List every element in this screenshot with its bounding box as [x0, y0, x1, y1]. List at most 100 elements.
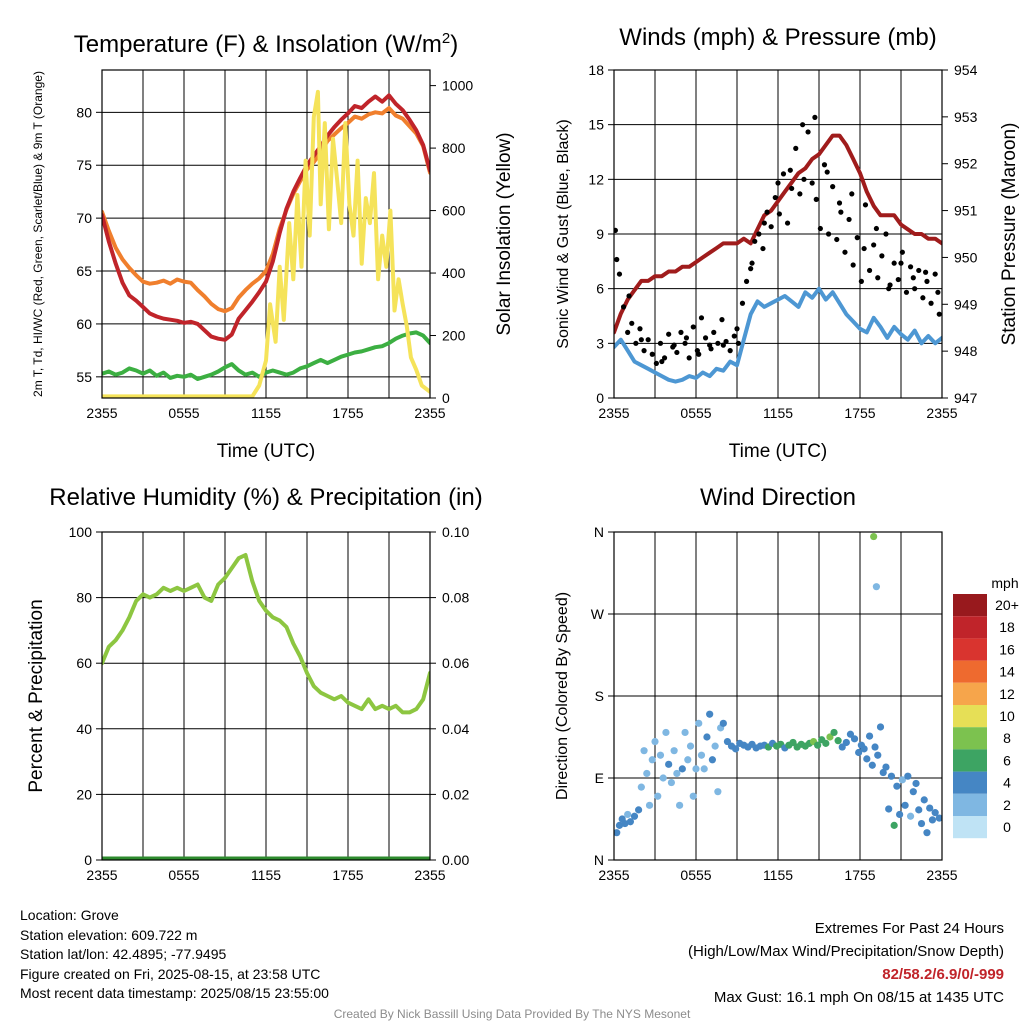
direction-point: [926, 804, 934, 812]
gust-point: [793, 145, 799, 151]
direction-point: [830, 728, 838, 737]
gust-point: [649, 351, 655, 357]
y-tick-label: 20: [76, 786, 92, 802]
y-tick-label: 75: [76, 157, 92, 173]
y2-tick-label: 0.04: [442, 721, 469, 737]
y-tick-label: 60: [76, 316, 92, 332]
gust-point: [784, 220, 791, 226]
legend-title: mph: [991, 575, 1018, 591]
x-tick-label: 1755: [844, 405, 875, 421]
chart-title: Relative Humidity (%) & Precipitation (i…: [49, 484, 482, 511]
direction-point: [656, 751, 665, 759]
legend-swatch: [953, 660, 987, 683]
series-line: [102, 106, 430, 314]
gust-point: [924, 278, 930, 284]
chart-title: Winds (mph) & Pressure (mb): [619, 24, 936, 51]
direction-point: [654, 792, 662, 800]
gust-point: [666, 331, 672, 337]
chart-panel-3: Relative Humidity (%) & Precipitation (i…: [26, 484, 483, 883]
gust-point: [936, 311, 942, 317]
gust-point: [809, 180, 815, 186]
x-tick-label: 0555: [680, 867, 711, 883]
y2-tick-label: 948: [954, 343, 978, 359]
gust-point: [657, 340, 664, 346]
gust-point: [932, 271, 938, 277]
gust-point: [719, 317, 725, 323]
gust-point: [768, 224, 774, 230]
y-tick-label: 80: [76, 590, 92, 606]
series-line: [614, 133, 942, 335]
chart-panel-1: Temperature (F) & Insolation (W/m2) 55 60 6…: [31, 30, 515, 462]
gust-point: [743, 278, 750, 284]
gust-point: [678, 329, 684, 335]
gust-point: [749, 260, 755, 266]
gust-point: [659, 358, 665, 365]
gust-point: [862, 202, 869, 208]
gust-point: [775, 180, 781, 186]
direction-point: [708, 756, 717, 764]
y-tick-label: 80: [76, 104, 92, 120]
y2-tick-label: 1000: [442, 78, 473, 94]
direction-point: [645, 801, 654, 809]
gust-point: [812, 114, 818, 120]
gust-point: [638, 337, 644, 343]
direction-point: [630, 812, 639, 820]
created-text: Figure created on Fri, 2025-08-15, at 23…: [20, 965, 321, 982]
gust-point: [871, 242, 877, 248]
gust-point: [625, 329, 631, 335]
y-tick-label: N: [594, 852, 604, 868]
gust-point: [614, 227, 618, 233]
direction-point: [684, 756, 692, 764]
direction-point: [871, 743, 879, 751]
plot-border: [613, 69, 943, 399]
gust-point: [682, 340, 688, 346]
location-text: Location: Grove: [20, 907, 119, 923]
direction-point: [686, 742, 695, 750]
gust-point: [776, 211, 782, 217]
gust-point: [873, 225, 880, 232]
y2-tick-label: 947: [954, 390, 978, 406]
gust-point: [916, 267, 922, 274]
x-tick-label: 2355: [414, 405, 445, 421]
x-tick-label: 1755: [332, 867, 363, 883]
direction-point: [626, 818, 635, 826]
x-tick-label: 0555: [680, 405, 711, 421]
gust-point: [711, 329, 717, 335]
y-tick-label: 65: [76, 263, 92, 279]
direction-point: [822, 739, 830, 747]
y2-tick-label: 0.00: [442, 852, 469, 868]
plot-area: [102, 89, 430, 398]
y-tick-label: E: [595, 770, 604, 786]
direction-point: [640, 747, 648, 755]
gust-point: [653, 360, 659, 366]
direction-point: [714, 788, 722, 796]
direction-point: [697, 751, 706, 759]
y2-tick-label: 954: [954, 62, 978, 78]
legend-label: 12: [999, 686, 1015, 702]
gust-point: [780, 171, 787, 177]
gust-point: [641, 348, 647, 354]
gust-point: [760, 245, 766, 252]
gust-point: [686, 355, 692, 361]
series-line: [614, 286, 942, 384]
gust-point: [923, 269, 929, 275]
gust-point: [935, 289, 941, 295]
x-tick-label: 2355: [86, 867, 117, 883]
gust-point: [756, 231, 762, 237]
legend-swatch: [953, 682, 987, 705]
series-line: [102, 330, 430, 381]
x-tick-label: 2355: [598, 867, 629, 883]
gust-point: [842, 249, 848, 255]
legend-swatch: [953, 705, 987, 728]
y-tick-label: S: [595, 688, 604, 704]
legend-label: 16: [999, 641, 1015, 657]
direction-point: [673, 769, 681, 778]
gust-point: [821, 162, 828, 168]
gust-point: [731, 333, 737, 339]
direction-point: [695, 719, 703, 727]
y-tick-label: 55: [76, 369, 92, 385]
gust-point: [836, 200, 843, 206]
direction-point: [700, 765, 708, 773]
direction-point: [681, 728, 689, 737]
direction-point: [732, 745, 740, 753]
